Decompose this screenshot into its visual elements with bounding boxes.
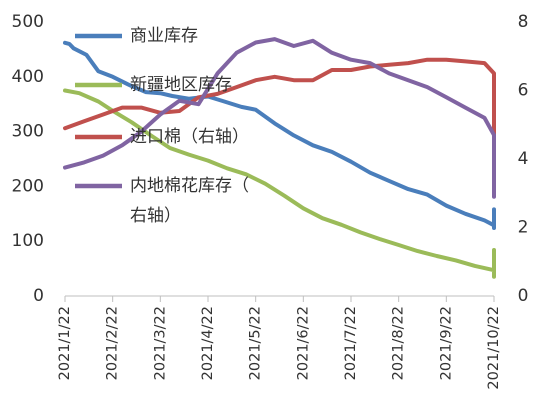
y-left-tick-label: 300 [12, 122, 44, 142]
ticks: 2021/1/22 2021/2/22 2021/3/22 2021/4/22 2021… [12, 12, 529, 390]
legend-label-cont: 右轴） [130, 206, 181, 226]
y-right-tick-label: 2 [518, 218, 529, 238]
y-right-tick-label: 8 [518, 12, 529, 32]
x-tick-label: 2021/4/22 [200, 306, 216, 380]
legend-label: 新疆地区库存 [130, 75, 232, 95]
x-tick-label: 2021/2/22 [105, 306, 121, 380]
x-tick-label: 2021/9/22 [438, 306, 454, 380]
y-left-tick-label: 100 [12, 231, 44, 251]
y-right-tick-label: 6 [518, 81, 529, 101]
y-left-tick-label: 0 [33, 286, 44, 306]
series-layer [63, 37, 496, 279]
x-tick-label: 2021/3/22 [152, 306, 168, 380]
y-left-tick-label: 500 [12, 12, 44, 32]
x-tick-label: 2021/5/22 [248, 306, 264, 380]
y-left-tick-label: 200 [12, 176, 44, 196]
y-right-tick-label: 4 [518, 149, 529, 169]
axes [64, 295, 495, 302]
y-left-tick-label: 400 [12, 67, 44, 87]
legend-label: 内地棉花库存（ [130, 176, 249, 196]
x-tick-label: 2021/7/22 [343, 306, 359, 380]
series-line-4 [63, 37, 496, 199]
y-right-tick-label: 0 [518, 286, 529, 306]
x-tick-label: 2021/8/22 [391, 306, 407, 380]
x-tick-label: 2021/1/22 [57, 306, 73, 380]
legend-label: 进口棉（右轴） [130, 127, 249, 147]
series-line-1 [63, 40, 496, 230]
x-tick-label: 2021/6/22 [295, 306, 311, 380]
x-tick-label: 2021/10/22 [486, 306, 502, 390]
series-line-3 [63, 57, 496, 155]
legend-label: 商业库存 [130, 26, 198, 46]
